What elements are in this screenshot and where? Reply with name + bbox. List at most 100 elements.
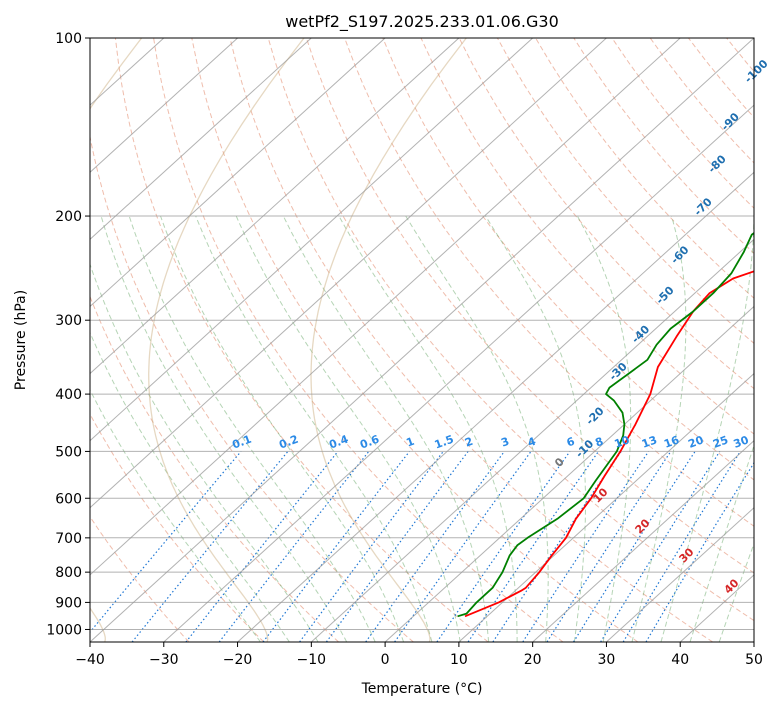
isotherm <box>90 38 238 173</box>
mixing-ratio-line <box>522 451 650 642</box>
mixing-ratio-line <box>131 451 289 642</box>
dewpoint-line <box>457 232 754 618</box>
dry-adiabat <box>305 38 754 574</box>
isotherm <box>90 38 534 442</box>
isotherm <box>90 38 460 375</box>
dry-adiabat <box>90 295 339 642</box>
mixing-ratio-line <box>262 451 410 642</box>
isotherm <box>753 641 754 642</box>
mixing-ratio-line <box>572 451 696 642</box>
moist-adiabat <box>576 215 632 642</box>
mixing-ratio-label: 1.5 <box>433 433 456 452</box>
moist-adiabat <box>282 215 490 642</box>
mixing-ratio-line <box>185 451 339 642</box>
y-tick-label: 400 <box>55 387 82 403</box>
moist-adiabat <box>160 215 405 642</box>
decorative-curve <box>310 38 467 642</box>
isotherm <box>458 372 754 642</box>
mixing-ratio-line <box>218 451 370 642</box>
isotherm <box>90 38 607 509</box>
moist-adiabat <box>660 215 754 642</box>
dry-adiabat <box>496 38 754 344</box>
moist-adiabat <box>195 215 433 642</box>
y-axis-label: Pressure (hPa) <box>13 290 29 390</box>
mixing-ratio-label: 2 <box>463 435 475 450</box>
x-tick-label: 20 <box>524 652 542 668</box>
moist-adiabat <box>235 215 461 642</box>
dry-adiabat-label: -10 <box>573 437 596 460</box>
dry-adiabat <box>114 38 489 642</box>
y-tick-label: 1000 <box>46 622 82 638</box>
mixing-ratio-line <box>492 451 622 642</box>
y-tick-label: 800 <box>55 565 82 581</box>
dry-adiabat <box>90 412 265 642</box>
mixing-ratio-label: 20 <box>686 433 705 451</box>
plot-frame <box>89 37 755 643</box>
x-axis-label: Temperature (°C) <box>361 681 483 697</box>
mixing-ratio-label: 0.1 <box>230 433 253 452</box>
y-tick-label: 100 <box>55 31 82 47</box>
dry-adiabat-label: -40 <box>629 322 652 345</box>
y-tick-label: 200 <box>55 209 82 225</box>
mixing-ratio-label: 10 <box>613 433 632 451</box>
mixing-ratio-label: 0.2 <box>277 433 300 452</box>
dry-adiabat <box>535 38 754 299</box>
mixing-ratio-line <box>546 451 672 642</box>
mixing-ratio-label: 8 <box>593 435 605 450</box>
mixing-ratio-line <box>325 451 469 642</box>
moist-adiabat <box>631 215 687 642</box>
mixing-ratio-label: 1 <box>404 435 416 450</box>
moist-adiabat-label: 40 <box>722 576 742 596</box>
isotherm <box>532 440 754 642</box>
moist-adiabat <box>689 443 754 642</box>
moist-adiabat <box>128 215 376 642</box>
isotherm <box>163 104 754 642</box>
moist-adiabat-label: 10 <box>591 485 611 505</box>
moist-adiabat <box>90 331 290 642</box>
isotherm <box>90 38 754 642</box>
dry-adiabat-label: -70 <box>692 195 715 218</box>
x-tick-label: 50 <box>745 652 763 668</box>
mixing-ratio-line <box>600 451 721 642</box>
dry-adiabat <box>458 38 754 390</box>
moist-adiabat <box>90 262 319 642</box>
dry-adiabat-label: -80 <box>706 152 729 175</box>
temperature-line <box>464 270 754 618</box>
mixing-ratio-label: 6 <box>565 435 577 450</box>
mixing-ratio-label: 30 <box>732 433 751 451</box>
dry-adiabat-label: -90 <box>719 110 742 133</box>
isotherm <box>384 305 754 642</box>
mixing-ratio-line <box>90 451 242 633</box>
dry-adiabat-label: -100 <box>742 57 771 86</box>
mixing-ratio-label: 16 <box>662 433 681 451</box>
moist-adiabat <box>338 215 518 642</box>
dry-adiabat <box>382 38 754 481</box>
x-tick-label: 40 <box>671 652 689 668</box>
mixing-ratio-label: 0.4 <box>327 433 350 452</box>
mixing-ratio-line <box>365 451 505 642</box>
dry-adiabat <box>344 38 754 527</box>
mixing-ratio-line <box>299 451 444 642</box>
x-tick-label: 0 <box>381 652 390 668</box>
mixing-ratio-label: 3 <box>499 435 511 450</box>
y-tick-label: 900 <box>55 595 82 611</box>
moist-adiabat <box>100 215 348 642</box>
dry-adiabat-label: -30 <box>607 360 630 383</box>
moist-adiabat-label: 20 <box>633 516 653 536</box>
isotherm <box>606 507 754 642</box>
y-tick-label: 300 <box>55 313 82 329</box>
isotherm <box>90 38 386 308</box>
x-tick-label: −20 <box>223 652 253 668</box>
isotherm <box>90 38 681 576</box>
mixing-ratio-label: 13 <box>640 433 659 450</box>
dry-adiabat <box>153 38 564 642</box>
mixing-ratio-line <box>622 451 741 642</box>
x-tick-label: 10 <box>450 652 468 668</box>
isotherm <box>90 38 312 240</box>
dry-adiabat <box>649 38 754 164</box>
isotherm <box>310 238 754 642</box>
moist-adiabat <box>485 215 586 642</box>
mixing-ratio-line <box>467 451 599 642</box>
y-tick-label: 700 <box>55 531 82 547</box>
